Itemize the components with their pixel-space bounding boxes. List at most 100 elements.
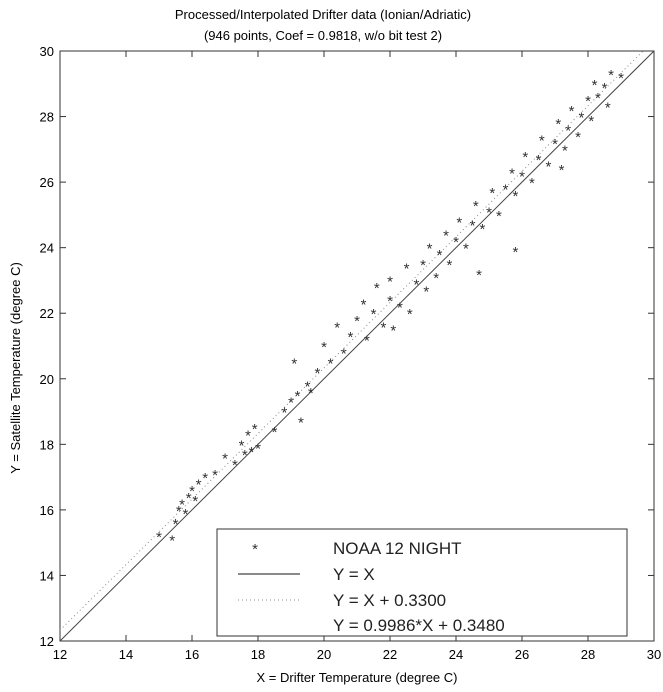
data-point: * [196, 477, 202, 494]
data-point: * [407, 306, 413, 323]
data-point: * [423, 283, 429, 300]
data-point: * [242, 447, 248, 464]
data-point: * [252, 421, 258, 438]
legend-label: Y = X + 0.3300 [333, 591, 446, 610]
data-point: * [446, 257, 452, 274]
chart-subtitle: (946 points, Coef = 0.9818, w/o bit test… [204, 28, 442, 43]
legend-label: Y = 0.9986*X + 0.3480 [333, 616, 505, 635]
data-point: * [456, 214, 462, 231]
data-point: * [169, 532, 175, 549]
data-point: * [354, 313, 360, 330]
data-point: * [374, 280, 380, 297]
data-point: * [281, 405, 287, 422]
legend-label: Y = X [333, 565, 375, 584]
data-point: * [291, 355, 297, 372]
y-tick-label: 30 [40, 44, 54, 59]
y-tick-label: 26 [40, 175, 54, 190]
data-point: * [575, 129, 581, 146]
data-point: * [189, 483, 195, 500]
x-tick-label: 14 [119, 647, 133, 662]
data-point: * [479, 221, 485, 238]
x-tick-label: 22 [383, 647, 397, 662]
data-point: * [295, 388, 301, 405]
data-point: * [361, 296, 367, 313]
x-tick-label: 20 [317, 647, 331, 662]
data-point: * [232, 457, 238, 474]
data-point: * [192, 493, 198, 510]
data-point: * [387, 293, 393, 310]
data-point: * [404, 260, 410, 277]
data-point: * [529, 175, 535, 192]
data-point: * [334, 319, 340, 336]
data-point: * [539, 133, 545, 150]
plot-area-frame [59, 50, 655, 642]
data-point: * [512, 244, 518, 261]
legend-label: NOAA 12 NIGHT [333, 539, 461, 558]
data-point: * [562, 142, 568, 159]
data-point: * [427, 241, 433, 258]
identity-line [59, 50, 655, 642]
data-point: * [308, 385, 314, 402]
data-point: * [255, 441, 261, 458]
data-point: * [364, 332, 370, 349]
x-tick-label: 28 [581, 647, 595, 662]
legend: * NOAA 12 NIGHT Y = X Y = X + 0.3300 Y = 0.9… [216, 528, 628, 637]
data-point: * [248, 444, 254, 461]
data-point: * [298, 414, 304, 431]
data-point: * [489, 185, 495, 202]
data-point: * [179, 496, 185, 513]
data-point: * [519, 169, 525, 186]
data-point: * [212, 467, 218, 484]
chart-title: Processed/Interpolated Drifter data (Ion… [175, 7, 471, 22]
scatter-points: * ********* * ** ***************************… [156, 67, 624, 549]
data-point: * [156, 529, 162, 546]
y-axis: 12 14 16 18 20 22 24 26 28 30 [40, 44, 654, 649]
data-point: * [347, 329, 353, 346]
data-point: * [605, 100, 611, 117]
data-point: * [463, 241, 469, 258]
data-point: * [618, 70, 624, 87]
data-point: * [588, 113, 594, 130]
data-point: * [437, 247, 443, 264]
data-point: * [433, 270, 439, 287]
data-point: * [476, 267, 482, 284]
data-point: * [453, 234, 459, 251]
data-point: * [380, 319, 386, 336]
data-point: * [397, 300, 403, 317]
data-point: * [245, 428, 251, 445]
data-point: * [470, 218, 476, 235]
y-tick-label: 28 [40, 110, 54, 125]
data-point: * [496, 208, 502, 225]
data-point: * [305, 378, 311, 395]
data-point: * [585, 93, 591, 110]
data-point: * [565, 123, 571, 140]
data-point: * [486, 205, 492, 222]
data-point: * [413, 277, 419, 294]
data-point: * [545, 159, 551, 176]
x-axis: 12 14 16 18 20 22 24 26 28 30 [53, 51, 661, 662]
data-point: * [202, 470, 208, 487]
x-tick-label: 18 [251, 647, 265, 662]
data-point: * [186, 490, 192, 507]
data-point: * [569, 103, 575, 120]
data-point: * [509, 165, 515, 182]
data-point: * [595, 90, 601, 107]
data-point: * [602, 80, 608, 97]
data-point: * [314, 365, 320, 382]
data-point: * [341, 346, 347, 363]
y-tick-label: 18 [40, 437, 54, 452]
data-point: * [559, 162, 565, 179]
data-point: * [272, 424, 278, 441]
data-point: * [473, 198, 479, 215]
y-tick-label: 24 [40, 241, 54, 256]
x-tick-label: 16 [185, 647, 199, 662]
data-point: * [222, 450, 228, 467]
y-axis-label: Y = Satellite Temperature (degree C) [8, 262, 23, 474]
data-point: * [536, 152, 542, 169]
x-axis-label: X = Drifter Temperature (degree C) [257, 670, 458, 685]
legend-marker-star: * [252, 541, 258, 558]
reference-lines [59, 50, 655, 642]
data-point: * [239, 437, 245, 454]
x-tick-label: 24 [449, 647, 463, 662]
